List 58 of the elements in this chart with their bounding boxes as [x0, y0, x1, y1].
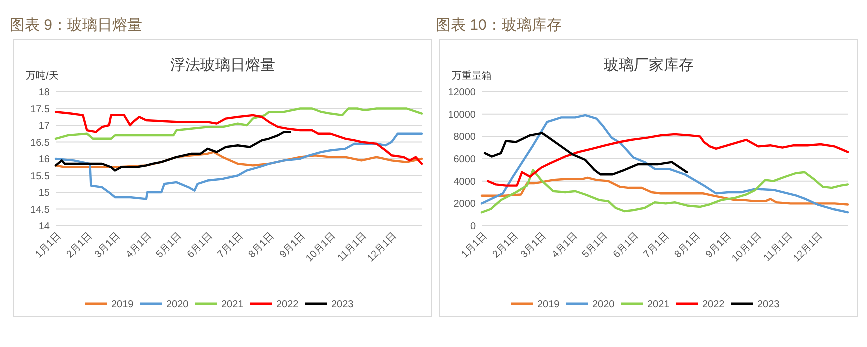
chart-title: 图表 9：玻璃日熔量: [10, 17, 143, 34]
legend-label: 2020: [166, 300, 190, 310]
chart-subtitle: 玻璃厂家库存: [604, 57, 694, 74]
y-tick-label: 16.5: [30, 138, 50, 149]
legend-label: 2022: [276, 300, 300, 310]
y-tick-label: 6000: [454, 154, 476, 166]
x-tick-label: 5月1日: [580, 230, 610, 261]
y-tick-label: 16: [38, 154, 50, 166]
line-series: [54, 151, 424, 168]
x-tick-label: 2月1日: [64, 230, 95, 261]
x-tick-label: 7月1日: [216, 230, 246, 261]
x-tick-label: 6月1日: [612, 230, 642, 261]
legend-label: 2022: [702, 300, 726, 310]
y-axis-title: 万重量箱: [452, 70, 492, 82]
y-tick-label: 17.5: [30, 104, 50, 116]
x-tick-label: 1月1日: [460, 230, 490, 261]
x-tick-label: 4月1日: [550, 230, 580, 261]
line-series: [54, 111, 424, 166]
y-tick-label: 0: [470, 222, 476, 232]
x-tick-label: 4月1日: [124, 230, 154, 261]
x-tick-label: 8月1日: [246, 230, 277, 261]
line-series: [484, 132, 688, 176]
y-tick-label: 15.5: [30, 171, 50, 182]
legend-label: 2021: [648, 300, 670, 310]
line-series: [480, 169, 850, 214]
x-tick-label: 6月1日: [186, 230, 216, 261]
y-tick-label: 10000: [448, 110, 476, 121]
x-tick-label: 5月1日: [154, 230, 184, 261]
y-tick-label: 8000: [454, 132, 476, 144]
legend-label: 2020: [592, 300, 616, 310]
x-tick-label: 3月1日: [93, 230, 123, 261]
legend-label: 2019: [112, 300, 134, 310]
y-tick-label: 15: [38, 188, 50, 199]
y-tick-label: 4000: [454, 176, 476, 188]
legend-label: 2023: [758, 300, 780, 310]
chart-title: 图表 10：玻璃库存: [436, 17, 562, 34]
line-series: [54, 132, 424, 200]
y-tick-label: 17: [38, 121, 50, 132]
legend-label: 2021: [222, 300, 244, 310]
x-tick-label: 2月1日: [490, 230, 521, 261]
y-tick-label: 14: [38, 222, 50, 232]
y-tick-label: 14.5: [30, 204, 50, 216]
line-series: [480, 114, 850, 214]
x-tick-label: 3月1日: [519, 230, 549, 261]
line-series: [54, 131, 292, 172]
line-series: [54, 108, 424, 140]
x-tick-label: 7月1日: [642, 230, 672, 261]
legend-label: 2023: [332, 300, 354, 310]
chart-subtitle: 浮法玻璃日熔量: [170, 57, 276, 74]
line-series: [480, 176, 850, 206]
x-tick-label: 8月1日: [672, 230, 703, 261]
y-axis-title: 万吨/天: [26, 70, 59, 82]
y-tick-label: 2000: [454, 199, 476, 210]
y-tick-label: 18: [38, 88, 50, 98]
legend-label: 2019: [538, 300, 560, 310]
line-series: [486, 133, 850, 187]
x-tick-label: 1月1日: [34, 230, 64, 261]
y-tick-label: 12000: [448, 88, 476, 98]
